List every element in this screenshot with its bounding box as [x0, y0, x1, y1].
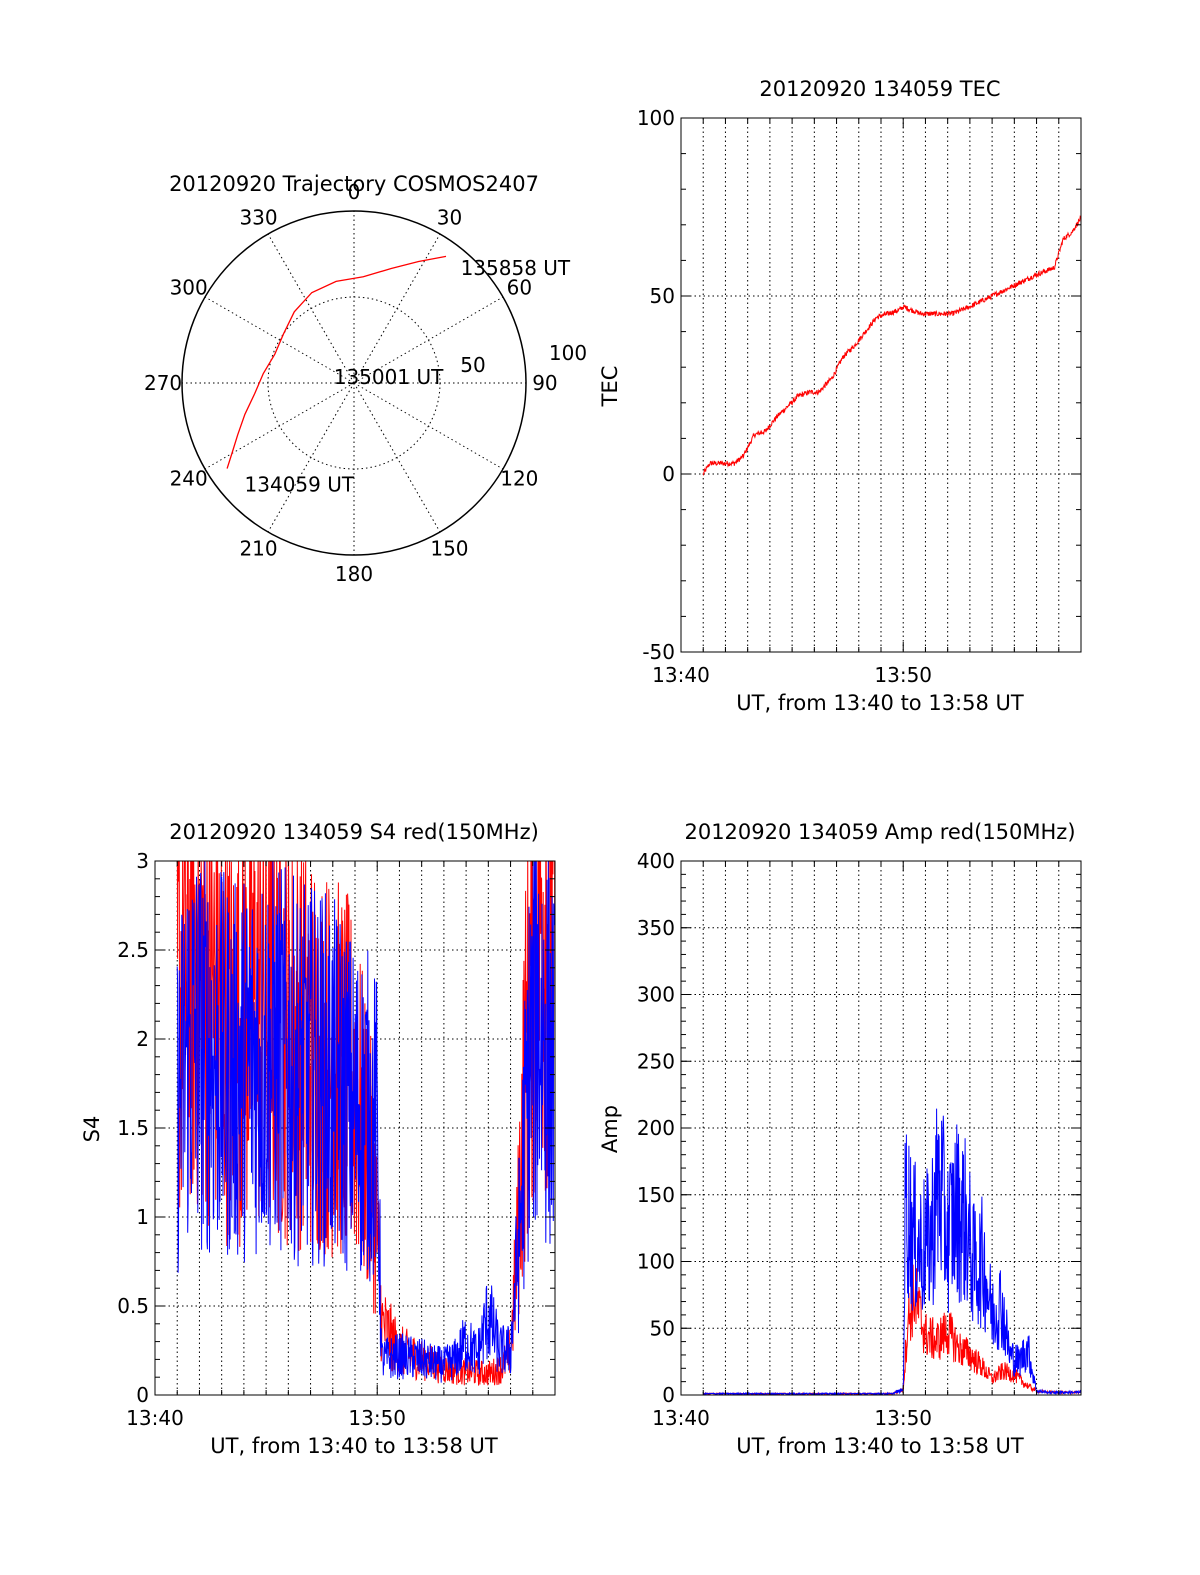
- y-tick-label: 200: [637, 1116, 675, 1140]
- x-tick-label: 13:50: [874, 663, 932, 687]
- trajectory-line: [226, 255, 447, 469]
- amp-chart-title: 20120920 134059 Amp red(150MHz): [684, 820, 1075, 844]
- y-tick-label: 2: [136, 1027, 149, 1051]
- polar-spoke: [204, 296, 355, 384]
- trajectory-polar-chart: 20120920 Trajectory COSMOS2407 0 30 60 90 12…: [144, 172, 587, 586]
- y-tick-label: 100: [637, 106, 675, 130]
- amp-x-axis-title: UT, from 13:40 to 13:58 UT: [736, 1434, 1024, 1458]
- azimuth-label: 60: [507, 276, 532, 300]
- y-tick-label: -50: [642, 640, 675, 664]
- azimuth-label: 30: [437, 206, 462, 230]
- polar-spoke: [353, 233, 441, 384]
- trajectory-time-label: 135858 UT: [461, 256, 571, 280]
- y-tick-label: 0.5: [117, 1294, 149, 1318]
- x-tick-label: 13:40: [652, 663, 710, 687]
- azimuth-label: 0: [348, 180, 361, 204]
- amp-y-axis-title: Amp: [598, 1105, 622, 1153]
- y-tick-label: 1.5: [117, 1116, 149, 1140]
- tec-y-axis-title: TEC: [598, 366, 622, 408]
- y-tick-label: 0: [136, 1383, 149, 1407]
- y-tick-label: 0: [662, 1383, 675, 1407]
- s4-chart-title: 20120920 134059 S4 red(150MHz): [169, 820, 539, 844]
- radial-label: 100: [549, 341, 587, 365]
- y-tick-label: 100: [637, 1250, 675, 1274]
- trajectory-time-label: 135001 UT: [334, 365, 444, 389]
- azimuth-label: 330: [239, 206, 277, 230]
- y-tick-label: 400: [637, 849, 675, 873]
- y-tick-label: 3: [136, 849, 149, 873]
- tec-chart-title: 20120920 134059 TEC: [759, 77, 1000, 101]
- y-tick-label: 50: [650, 1316, 675, 1340]
- series-line: [176, 861, 555, 1386]
- y-tick-label: 300: [637, 983, 675, 1007]
- azimuth-label: 90: [532, 371, 557, 395]
- azimuth-label: 300: [170, 276, 208, 300]
- s4-chart: 20120920 134059 S4 red(150MHz) UT, from …: [80, 820, 556, 1458]
- x-tick-label: 13:40: [126, 1406, 184, 1430]
- y-tick-label: 50: [650, 284, 675, 308]
- radial-label: 50: [460, 353, 485, 377]
- azimuth-label: 120: [500, 466, 538, 490]
- trajectory-time-label: 134059 UT: [245, 472, 355, 496]
- series-line: [702, 215, 1081, 477]
- azimuth-label: 210: [239, 536, 277, 560]
- polar-spoke: [267, 233, 355, 384]
- azimuth-label: 240: [170, 466, 208, 490]
- polar-spoke: [204, 382, 355, 470]
- y-tick-label: 250: [637, 1049, 675, 1073]
- trajectory-chart-title: 20120920 Trajectory COSMOS2407: [169, 172, 539, 196]
- azimuth-label: 270: [144, 371, 182, 395]
- azimuth-label: 180: [335, 562, 373, 586]
- y-tick-label: 350: [637, 916, 675, 940]
- polar-spoke: [353, 382, 441, 533]
- y-tick-label: 150: [637, 1183, 675, 1207]
- y-tick-label: 1: [136, 1205, 149, 1229]
- polar-spoke: [353, 296, 504, 384]
- x-tick-label: 13:40: [652, 1406, 710, 1430]
- polar-spoke: [267, 382, 355, 533]
- azimuth-label: 150: [430, 536, 468, 560]
- tec-x-axis-title: UT, from 13:40 to 13:58 UT: [736, 691, 1024, 715]
- series-line: [176, 861, 555, 1383]
- y-tick-label: 2.5: [117, 938, 149, 962]
- series-line: [702, 1108, 1081, 1395]
- s4-x-axis-title: UT, from 13:40 to 13:58 UT: [210, 1434, 498, 1458]
- y-tick-label: 0: [662, 462, 675, 486]
- s4-y-axis-title: S4: [80, 1116, 104, 1143]
- tec-chart: 20120920 134059 TEC UT, from 13:40 to 13…: [598, 77, 1082, 715]
- amp-chart: 20120920 134059 Amp red(150MHz) UT, from…: [598, 820, 1082, 1458]
- x-tick-label: 13:50: [874, 1406, 932, 1430]
- x-tick-label: 13:50: [348, 1406, 406, 1430]
- polar-spoke: [353, 382, 504, 470]
